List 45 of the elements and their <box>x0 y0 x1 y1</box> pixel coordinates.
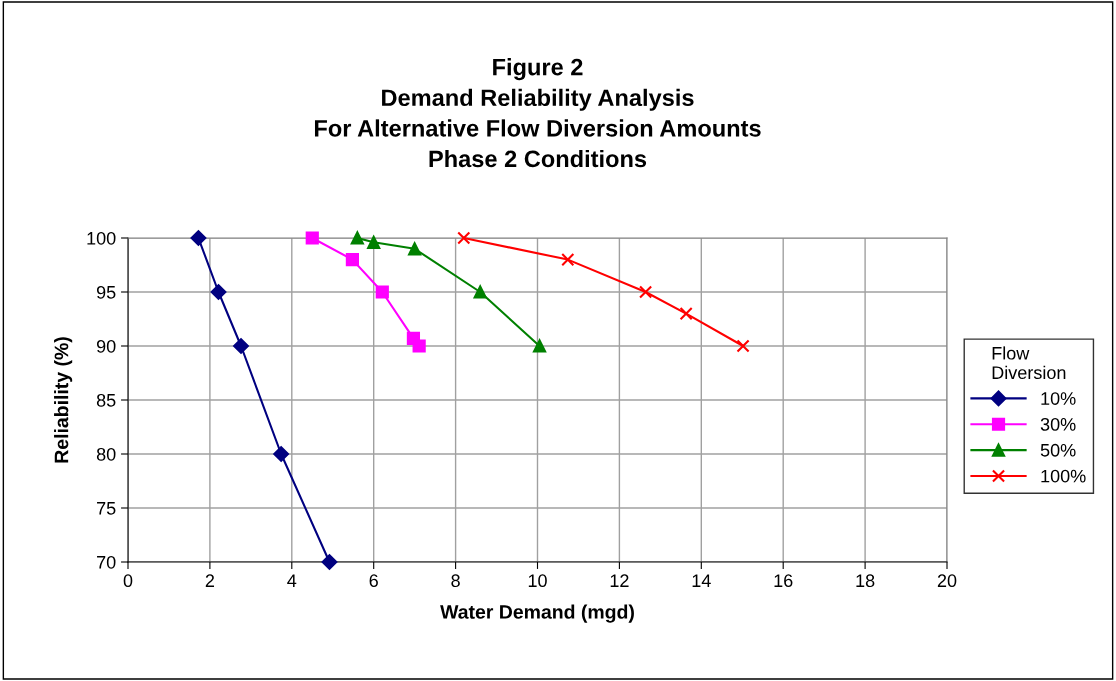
x-tick-label: 12 <box>610 574 629 587</box>
point <box>350 231 364 245</box>
point <box>273 446 290 462</box>
y-tick-label: 75 <box>97 502 116 515</box>
legend-label: 100% <box>1041 469 1086 483</box>
point <box>190 230 207 246</box>
x-axis-title: Water Demand (mgd) <box>440 604 634 623</box>
y-axis-title: Reliability (%) <box>54 337 73 463</box>
point <box>367 235 381 249</box>
chart-title: Figure 2 Demand Reliability Analysis For Alternative Flow Diversion Amounts Phase 2 Conditions <box>314 58 761 168</box>
x-tick-label: 4 <box>287 574 297 587</box>
x-tick-label: 16 <box>774 574 793 588</box>
y-tick-label: 80 <box>96 447 116 461</box>
y-tick-label: 100 <box>87 231 116 245</box>
point <box>736 339 750 353</box>
point <box>561 253 575 267</box>
point <box>473 285 487 299</box>
point <box>532 339 547 353</box>
point <box>408 242 422 256</box>
point <box>679 307 693 321</box>
point <box>233 338 249 354</box>
x-tick-label: 18 <box>856 574 875 588</box>
point <box>639 285 653 299</box>
legend-label: 30% <box>1040 417 1076 431</box>
x-tick-label: 2 <box>205 574 215 587</box>
point <box>412 339 426 353</box>
y-tick-label: 85 <box>96 393 116 407</box>
point <box>345 253 359 267</box>
point <box>457 231 471 245</box>
point <box>375 285 389 299</box>
y-tick-label: 70 <box>97 555 116 569</box>
point <box>321 554 338 570</box>
point <box>210 284 227 300</box>
x-tick-label: 20 <box>937 574 957 588</box>
point <box>305 231 319 245</box>
x-tick-label: 10 <box>528 574 547 588</box>
legend-label: 50% <box>1040 443 1076 457</box>
legend-label: 10% <box>1041 392 1076 405</box>
x-tick-label: 14 <box>692 574 711 587</box>
legend-title: Flow Diversion <box>992 346 1066 380</box>
x-tick-label: 0 <box>123 574 133 588</box>
y-tick-label: 95 <box>96 285 116 299</box>
x-tick-label: 6 <box>369 574 378 588</box>
x-tick-label: 8 <box>451 574 460 588</box>
y-tick-label: 90 <box>96 339 116 353</box>
